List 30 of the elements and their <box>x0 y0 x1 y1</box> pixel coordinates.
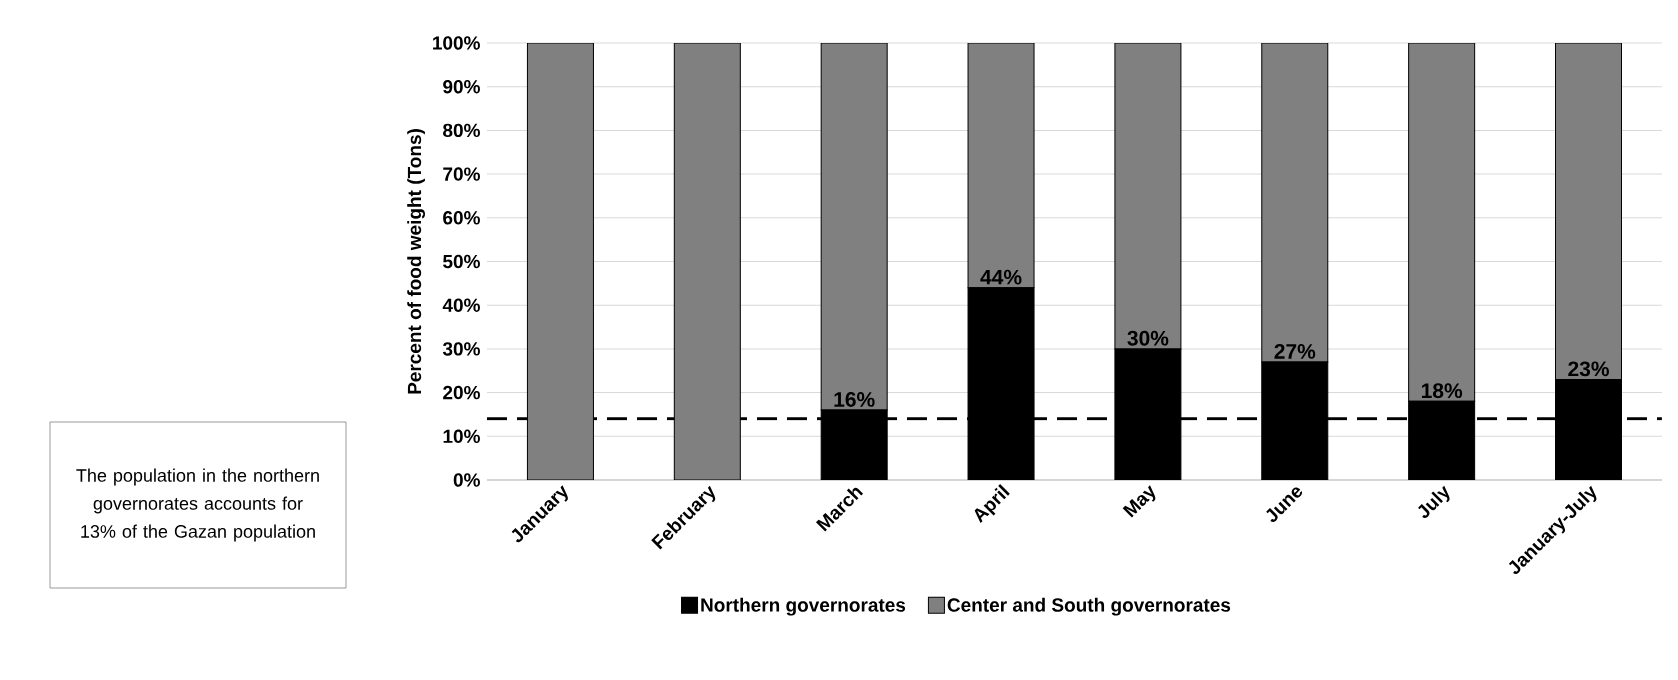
data-label: 18% <box>1421 383 1463 399</box>
y-tick-label: 40% <box>442 298 480 312</box>
data-label: 44% <box>980 269 1022 285</box>
y-tick-label: 50% <box>443 254 480 269</box>
y-tick-label: 90% <box>443 79 480 94</box>
y-tick-label: 30% <box>442 342 480 356</box>
y-tick-label: 100% <box>433 36 480 50</box>
legend-label: Center and South governorates <box>947 597 1231 616</box>
y-tick-label: 60% <box>443 211 480 225</box>
bar <box>1261 42 1329 363</box>
y-tick-label: 80% <box>443 123 480 138</box>
bar <box>1408 42 1476 402</box>
x-tick-label: July <box>1418 485 1450 519</box>
bar <box>1114 42 1182 350</box>
data-label: 30% <box>1127 330 1169 346</box>
text: The population in the northern governorates accounts for 13% of the Gazan population <box>76 468 319 542</box>
y-axis-title: Percent of food weight (Tons) <box>407 129 426 394</box>
bar <box>673 42 741 480</box>
data-label: 27% <box>1274 343 1316 359</box>
y-tick-label: 70% <box>443 167 480 181</box>
data-label: 23% <box>1568 361 1609 377</box>
legend-label: Northern governorates <box>701 597 906 616</box>
data-label: 16% <box>834 392 875 407</box>
bar <box>526 42 594 480</box>
bar <box>820 42 888 411</box>
y-tick-label: 0% <box>453 473 480 487</box>
bar <box>1555 42 1623 380</box>
y-tick-label: 20% <box>443 385 480 400</box>
y-tick-label: 10% <box>443 429 480 444</box>
bar <box>967 42 1035 289</box>
